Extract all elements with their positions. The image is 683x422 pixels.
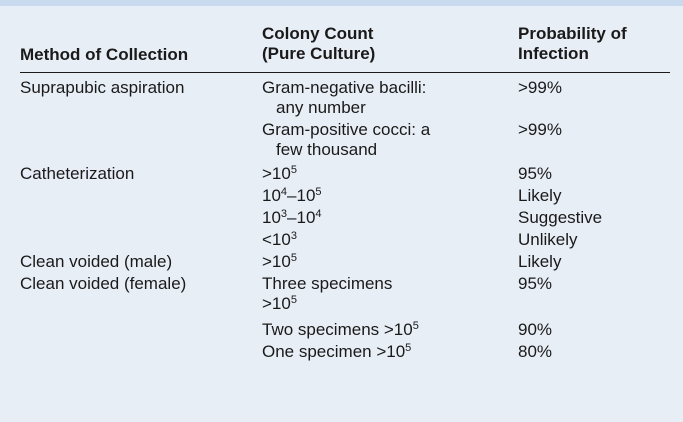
- colony-count-cell: <103: [262, 230, 297, 249]
- table-header: Method of Collection Colony Count (Pure …: [0, 6, 683, 72]
- header-probability: Probability of Infection: [518, 24, 627, 63]
- probability-cell: Suggestive: [518, 208, 603, 227]
- method-cell: Clean voided (female): [20, 274, 187, 293]
- probability-cell: Likely: [518, 252, 562, 271]
- colony-count-cell: Two specimens >105: [262, 320, 419, 339]
- top-accent-rule: [0, 0, 683, 6]
- probability-cell: 95%: [518, 164, 553, 183]
- colony-count-cell: Gram-negative bacilli: any number: [262, 78, 427, 117]
- header-divider: [20, 72, 670, 73]
- probability-cell: 95%: [518, 274, 553, 293]
- header-colony-count: Colony Count (Pure Culture): [262, 24, 376, 63]
- method-cell: Suprapubic aspiration: [20, 78, 185, 97]
- probability-cell: >99%: [518, 78, 562, 97]
- probability-cell: Unlikely: [518, 230, 578, 249]
- colony-count-cell: 103–104: [262, 208, 322, 227]
- colony-count-cell: Gram-positive cocci: a few thousand: [262, 120, 431, 159]
- colony-count-cell: Three specimens >105: [262, 274, 393, 313]
- probability-cell: >99%: [518, 120, 562, 139]
- probability-cell: Likely: [518, 186, 562, 205]
- urine-culture-table: Method of Collection Colony Count (Pure …: [0, 6, 683, 422]
- probability-cell: 80%: [518, 342, 553, 361]
- header-method: Method of Collection: [20, 45, 189, 64]
- colony-count-cell: >105: [262, 252, 297, 271]
- colony-count-cell: >105: [262, 164, 297, 183]
- method-cell: Catheterization: [20, 164, 135, 183]
- method-cell: Clean voided (male): [20, 252, 173, 271]
- colony-count-cell: One specimen >105: [262, 342, 412, 361]
- colony-count-cell: 104–105: [262, 186, 322, 205]
- probability-cell: 90%: [518, 320, 553, 339]
